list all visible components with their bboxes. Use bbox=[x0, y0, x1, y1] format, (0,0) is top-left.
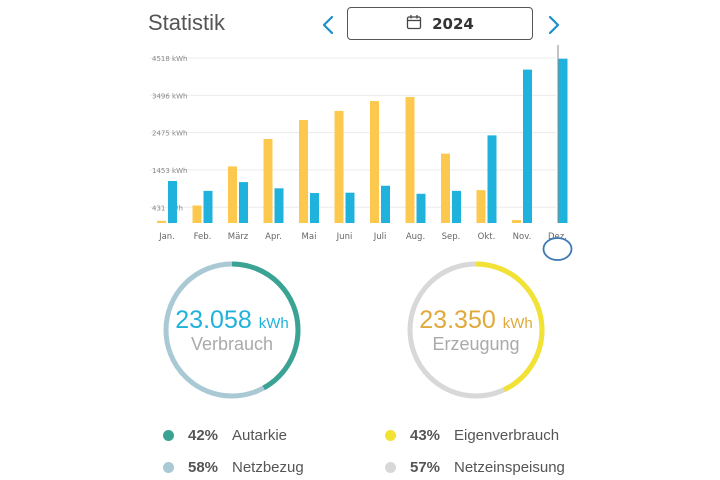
legend-netzbezug: 58% Netzbezug bbox=[163, 459, 304, 476]
x-tick-label: Sep. bbox=[442, 232, 461, 242]
bar-verbrauch[interactable] bbox=[487, 135, 497, 223]
autarkie-dot bbox=[163, 430, 174, 441]
year-label: 2024 bbox=[432, 14, 474, 33]
x-tick-label: Jan. bbox=[158, 232, 175, 242]
selected-month-marker[interactable] bbox=[542, 237, 573, 261]
x-tick-label: Juni bbox=[336, 232, 353, 242]
x-tick-label: Feb. bbox=[194, 232, 212, 242]
chevron-left-icon[interactable] bbox=[316, 10, 340, 40]
x-tick-label: Okt. bbox=[478, 232, 496, 242]
bar-erzeugung[interactable] bbox=[192, 205, 202, 223]
monthly-bar-chart[interactable]: 431 kWh 1453 kWh 2475 kWh 3496 kWh 4518 kWh J… bbox=[0, 0, 720, 270]
bar-erzeugung[interactable] bbox=[263, 139, 273, 223]
bar-erzeugung[interactable] bbox=[405, 97, 415, 223]
bar-verbrauch[interactable] bbox=[523, 69, 532, 223]
eigenverbrauch-pct: 43% bbox=[410, 427, 441, 444]
bar-erzeugung[interactable] bbox=[334, 110, 344, 223]
x-tick-label: Mai bbox=[302, 232, 317, 242]
verbrauch-ring bbox=[163, 261, 301, 399]
bar-erzeugung[interactable] bbox=[441, 153, 450, 223]
y-tick-label: 4518 kWh bbox=[152, 55, 187, 63]
year-selector[interactable]: 2024 bbox=[347, 7, 533, 40]
bar-erzeugung[interactable] bbox=[228, 166, 237, 223]
calendar-icon bbox=[406, 14, 422, 34]
eigenverbrauch-label: Eigenverbrauch bbox=[454, 427, 560, 444]
bar-verbrauch[interactable] bbox=[381, 185, 390, 223]
x-tick-label: Juli bbox=[373, 232, 387, 242]
y-tick-label: 431 kWh bbox=[152, 204, 183, 212]
bar-verbrauch[interactable] bbox=[239, 182, 248, 223]
x-tick-label: Aug. bbox=[406, 232, 425, 242]
bar-erzeugung[interactable] bbox=[299, 120, 308, 223]
netzbezug-dot bbox=[163, 462, 174, 473]
x-tick-label: März bbox=[228, 232, 249, 242]
autarkie-pct: 42% bbox=[188, 427, 219, 444]
page-title: Statistik bbox=[148, 10, 226, 35]
bar-verbrauch[interactable] bbox=[203, 190, 213, 223]
y-tick-label: 3496 kWh bbox=[152, 92, 187, 100]
bar-erzeugung[interactable] bbox=[476, 190, 486, 223]
x-tick-label: Dez. bbox=[548, 232, 567, 242]
y-tick-label: 2475 kWh bbox=[152, 130, 187, 138]
bar-verbrauch[interactable] bbox=[558, 58, 568, 223]
netzbezug-pct: 58% bbox=[188, 459, 219, 476]
erzeugung-ring bbox=[407, 261, 545, 399]
legend-eigenverbrauch: 43% Eigenverbrauch bbox=[385, 427, 559, 444]
erzeugung-value: 23.350 kWh bbox=[419, 306, 533, 334]
bar-verbrauch[interactable] bbox=[452, 190, 461, 223]
bar-verbrauch[interactable] bbox=[274, 188, 284, 223]
netzeinspeisung-pct: 57% bbox=[410, 459, 441, 476]
eigenverbrauch-dot bbox=[385, 430, 396, 441]
bar-erzeugung[interactable] bbox=[157, 220, 166, 223]
verbrauch-value: 23.058 kWh bbox=[175, 306, 289, 334]
autarkie-label: Autarkie bbox=[232, 427, 288, 444]
legend-autarkie: 42% Autarkie bbox=[163, 427, 287, 444]
bar-verbrauch[interactable] bbox=[345, 192, 355, 223]
netzbezug-label: Netzbezug bbox=[232, 459, 304, 476]
x-tick-label: Apr. bbox=[265, 232, 282, 242]
bar-verbrauch[interactable] bbox=[416, 193, 426, 223]
bar-erzeugung[interactable] bbox=[370, 101, 379, 223]
netzeinspeisung-dot bbox=[385, 462, 396, 473]
netzeinspeisung-label: Netzeinspeisung bbox=[454, 459, 565, 476]
bar-erzeugung[interactable] bbox=[512, 220, 521, 223]
x-tick-label: Nov. bbox=[513, 232, 532, 242]
erzeugung-label: Erzeugung bbox=[432, 334, 520, 354]
y-tick-label: 1453 kWh bbox=[152, 167, 187, 175]
bar-verbrauch[interactable] bbox=[310, 193, 319, 223]
legend-netzeinspeisung: 57% Netzeinspeisung bbox=[385, 459, 565, 476]
verbrauch-label: Verbrauch bbox=[190, 334, 274, 354]
chevron-right-icon[interactable] bbox=[542, 10, 566, 40]
bar-verbrauch[interactable] bbox=[168, 181, 177, 223]
